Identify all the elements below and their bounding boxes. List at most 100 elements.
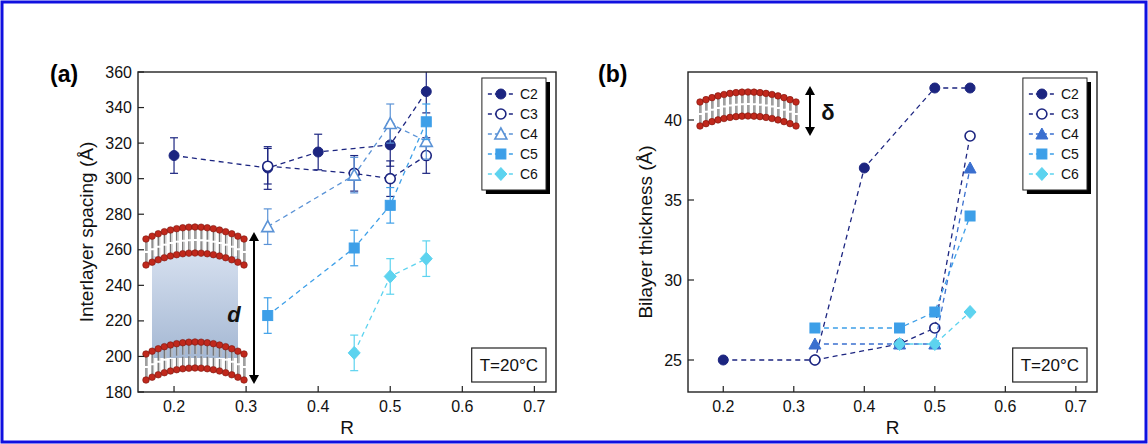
lipid-tail (245, 357, 246, 366)
lipid-tail (200, 356, 201, 365)
lipid-tail (178, 358, 179, 367)
y-axis-title: Interlayer spacing (Å) (76, 142, 97, 323)
lipid-tail (231, 248, 232, 257)
lipid-tail (705, 113, 706, 121)
error-cap (264, 148, 272, 149)
lipid-head (775, 117, 782, 124)
y-tick-label: 240 (105, 277, 132, 294)
lipid-head (787, 120, 794, 127)
arrow-line (809, 92, 811, 130)
lipid-head (763, 90, 770, 97)
y-tick (138, 143, 144, 144)
lipid-head (709, 94, 716, 101)
lipid-tail (147, 242, 148, 251)
legend-label: C5 (1061, 146, 1079, 162)
y-tick (688, 359, 694, 360)
lipid-tail (176, 232, 177, 241)
lipid-tail (184, 346, 185, 355)
lipid-tail (151, 250, 152, 259)
lipid-tail (159, 237, 160, 246)
error-cap (422, 103, 430, 104)
lipid-tail (233, 352, 234, 361)
lipid-tail (151, 354, 152, 363)
y-tick-label: 280 (105, 206, 132, 223)
lipid-head (210, 251, 217, 258)
lipid-tail (188, 230, 189, 239)
lipid-tail (701, 115, 702, 123)
lipid-head (173, 366, 180, 373)
lipid-tail (196, 345, 197, 354)
lipid-tail (699, 115, 700, 123)
lipid-head (241, 377, 248, 384)
lipid-head (235, 374, 242, 381)
lipid-tail (202, 345, 203, 354)
lipid-tail (170, 233, 171, 242)
lipid-tail (225, 235, 226, 244)
lipid-head (198, 224, 205, 231)
marker (809, 338, 821, 349)
lipid-tail (153, 365, 154, 374)
lipid-tail (701, 105, 702, 113)
lipid-tail (735, 96, 736, 104)
y-tick (688, 199, 694, 200)
legend: C2C3C4C5C6 (1023, 78, 1091, 194)
marker (169, 151, 179, 161)
error-cap (386, 294, 394, 295)
lipid-tail (202, 356, 203, 365)
legend-label: C2 (520, 86, 538, 102)
lipid-head (775, 93, 782, 100)
arrow-head (249, 232, 259, 241)
lipid-tail (243, 357, 244, 366)
lipid-tail (147, 368, 148, 377)
marker (964, 306, 976, 319)
lipid-tail (767, 106, 768, 114)
lipid-tail (239, 250, 240, 259)
lipid-tail (729, 96, 730, 104)
lipid-tail (221, 348, 222, 357)
lipid-tail (731, 106, 732, 114)
lipid-tail (170, 244, 171, 253)
lipid-tail (164, 246, 165, 255)
lipid-tail (783, 101, 784, 109)
y-tick (138, 214, 144, 215)
lipid-tail (213, 347, 214, 356)
error-cap (350, 230, 358, 231)
lipid-tail (200, 230, 201, 239)
lipid-tail (771, 108, 772, 116)
legend-label: C6 (1061, 166, 1079, 182)
marker (263, 161, 273, 171)
lipid-tail (184, 242, 185, 251)
lipid-tail (145, 357, 146, 366)
figure: d0.20.30.40.50.60.7180200220240260280300… (0, 0, 1148, 444)
lipid-tail (225, 246, 226, 255)
x-axis-title: R (340, 417, 354, 438)
lipid-tail (753, 95, 754, 103)
marker (349, 243, 359, 253)
series-line (268, 156, 427, 179)
lipid-head (204, 224, 211, 231)
series-line (723, 88, 970, 360)
lipid-head (241, 236, 248, 243)
panel-label: (a) (50, 61, 78, 87)
error-cap (170, 137, 178, 138)
lipid-head (745, 113, 752, 120)
annotation: δ (821, 100, 834, 125)
legend-label: C3 (520, 106, 538, 122)
legend-box (482, 78, 546, 190)
legend-label: C4 (520, 126, 538, 142)
x-tick (934, 386, 935, 392)
x-tick (173, 386, 174, 392)
lipid-tail (795, 115, 796, 123)
x-tick (793, 386, 794, 392)
lipid-tail (749, 105, 750, 113)
lipid-head (721, 91, 728, 98)
x-tick-label: 0.2 (712, 398, 734, 415)
lipid-tail (237, 239, 238, 248)
legend-label: C2 (1061, 86, 1079, 102)
lipid-tail (755, 105, 756, 113)
lipid-tail (214, 358, 215, 367)
lipid-tail (725, 108, 726, 116)
error-cap (386, 103, 394, 104)
legend-box (1023, 78, 1087, 190)
lipid-head (781, 94, 788, 101)
